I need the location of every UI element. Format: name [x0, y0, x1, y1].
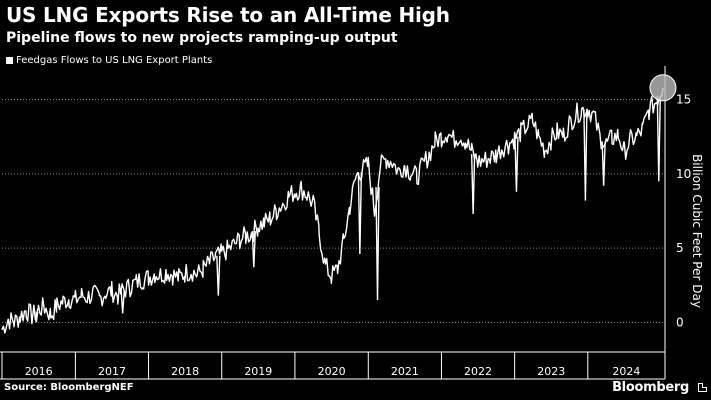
chart-title: US LNG Exports Rise to an All-Time High	[6, 3, 450, 27]
x-tick-label: 2019	[244, 365, 272, 378]
series-dip	[375, 187, 380, 301]
x-tick-label: 2023	[537, 365, 565, 378]
source-note: Source: BloombergNEF	[4, 382, 134, 393]
y-axis-label: Billion Cubic Feet Per Day	[690, 154, 704, 308]
legend-label: Feedgas Flows to US LNG Export Plants	[16, 55, 213, 66]
x-tick-label: 2016	[25, 365, 53, 378]
expand-icon[interactable]	[698, 383, 707, 392]
series-dip	[120, 290, 125, 314]
chart-subtitle: Pipeline flows to new projects ramping-u…	[6, 30, 398, 46]
series-dip	[601, 141, 606, 186]
series-dip	[34, 311, 39, 323]
x-tick-label: 2020	[318, 365, 346, 378]
series-dip	[514, 136, 519, 192]
x-tick-label: 2024	[612, 365, 640, 378]
y-tick-label: 5	[676, 241, 684, 255]
x-tick-label: 2021	[391, 365, 419, 378]
legend: Feedgas Flows to US LNG Export Plants	[6, 55, 212, 66]
y-tick-label: 10	[676, 167, 691, 181]
x-tick-label: 2018	[171, 365, 199, 378]
x-tick-label: 2017	[98, 365, 126, 378]
bloomberg-logo: Bloomberg	[612, 380, 689, 395]
y-tick-label: 15	[676, 93, 691, 107]
legend-swatch	[6, 57, 13, 64]
series-dip	[251, 231, 257, 268]
series-dip	[470, 154, 476, 214]
y-tick-label: 0	[676, 315, 684, 329]
x-tick-label: 2022	[464, 365, 492, 378]
series-dip	[357, 172, 363, 255]
series-dip	[216, 255, 221, 296]
highlight-circle	[649, 74, 677, 102]
series-line-feedgas	[1, 87, 664, 334]
series-dip	[583, 109, 588, 201]
series-dip	[656, 95, 661, 182]
